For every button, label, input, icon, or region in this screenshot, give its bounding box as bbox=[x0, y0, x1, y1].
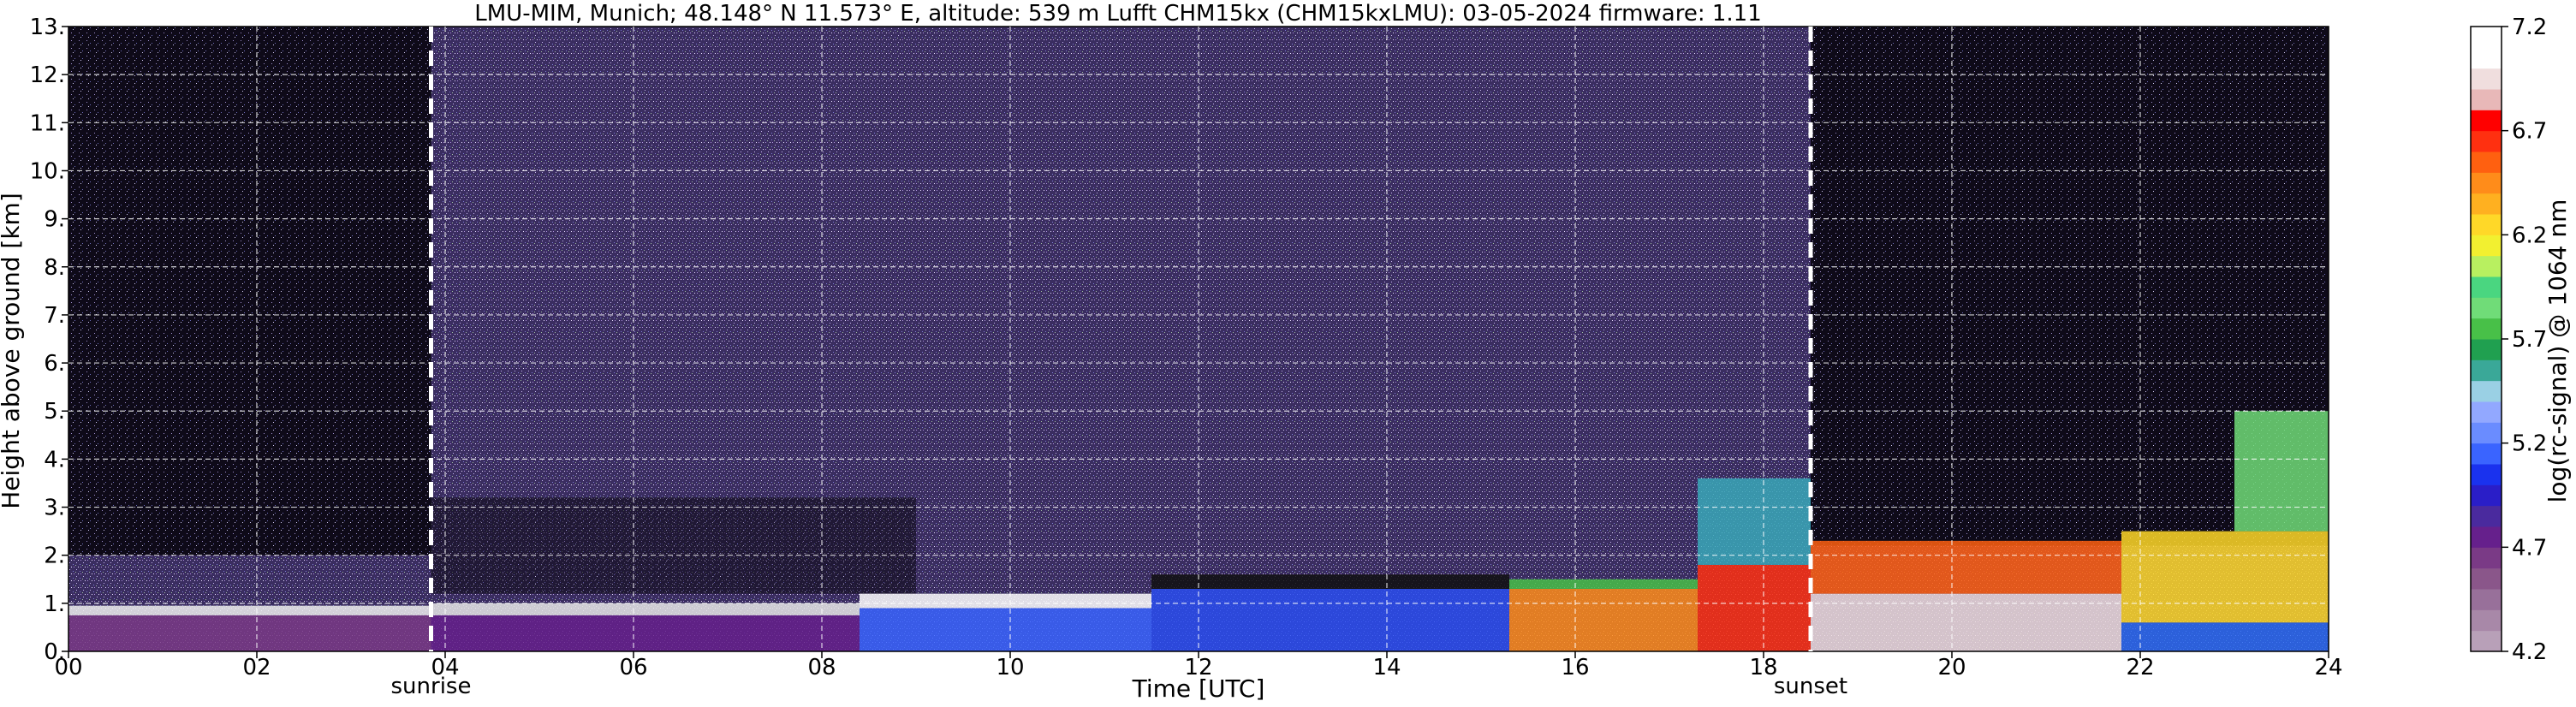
colorbar-segment bbox=[2471, 172, 2502, 194]
colorbar-segment bbox=[2471, 276, 2502, 298]
y-tick-label: 8. bbox=[44, 255, 65, 281]
x-tick-label: 18 bbox=[1749, 655, 1777, 680]
y-tick-label: 13. bbox=[30, 15, 65, 40]
signal-band bbox=[2121, 622, 2329, 651]
colorbar-segment bbox=[2471, 110, 2502, 132]
sunrise-label: sunrise bbox=[391, 674, 472, 699]
signal-band bbox=[1509, 579, 1698, 589]
colorbar-segment bbox=[2471, 401, 2502, 423]
signal-band bbox=[1151, 589, 1509, 651]
colorbar-segment bbox=[2471, 214, 2502, 235]
colorbar-segment bbox=[2471, 359, 2502, 382]
y-tick-label: 1. bbox=[44, 591, 65, 617]
signal-band bbox=[2234, 411, 2329, 532]
x-tick-label: 24 bbox=[2314, 655, 2342, 680]
night-region bbox=[68, 27, 431, 556]
colorbar-segment bbox=[2471, 27, 2502, 48]
y-tick-label: 10. bbox=[30, 158, 65, 184]
y-tick-label: 11. bbox=[30, 110, 65, 136]
colorbar-segment bbox=[2471, 130, 2502, 152]
x-tick-label: 16 bbox=[1561, 655, 1589, 680]
y-tick-label: 6. bbox=[44, 351, 65, 377]
night-region bbox=[431, 497, 916, 594]
y-tick-label: 2. bbox=[44, 544, 65, 569]
chart-title: LMU-MIM, Munich; 48.148° N 11.573° E, al… bbox=[474, 1, 1761, 27]
colorbar-tick-label: 4.7 bbox=[2512, 535, 2547, 561]
y-axis-label: Height above ground [km] bbox=[0, 193, 25, 509]
colorbar-tick-label: 5.7 bbox=[2512, 327, 2547, 353]
signal-band bbox=[860, 608, 1151, 651]
colorbar-segment bbox=[2471, 464, 2502, 485]
x-tick-label: 12 bbox=[1184, 655, 1212, 680]
colorbar-segment bbox=[2471, 443, 2502, 465]
x-tick-label: 00 bbox=[54, 655, 82, 680]
colorbar-segment bbox=[2471, 567, 2502, 590]
colorbar-segment bbox=[2471, 526, 2502, 548]
y-tick-label: 5. bbox=[44, 399, 65, 425]
colorbar-tick-label: 6.7 bbox=[2512, 119, 2547, 145]
x-tick-label: 02 bbox=[242, 655, 271, 680]
y-tick-label: 12. bbox=[30, 62, 65, 88]
colorbar-segment bbox=[2471, 318, 2502, 340]
sun-markers: sunrise sunset bbox=[391, 27, 1847, 699]
colorbar-segment bbox=[2471, 589, 2502, 610]
x-tick-label: 22 bbox=[2126, 655, 2154, 680]
x-axis-label: Time [UTC] bbox=[1132, 674, 1265, 703]
colorbar-segment bbox=[2471, 255, 2502, 277]
colorbar-segment bbox=[2471, 152, 2502, 173]
signal-band bbox=[1811, 593, 2121, 651]
x-axis-ticks: 00 02 04 06 08 10 12 14 16 18 20 22 24 bbox=[54, 651, 2343, 680]
x-tick-label: 08 bbox=[807, 655, 836, 680]
colorbar-tick-label: 7.2 bbox=[2512, 15, 2547, 40]
signal-band bbox=[1811, 540, 2121, 594]
signal-band bbox=[68, 615, 431, 651]
sunset-label: sunset bbox=[1774, 674, 1847, 699]
colorbar-segment bbox=[2471, 505, 2502, 527]
colorbar: 4.2 4.7 5.2 5.7 6.2 6.7 7.2 bbox=[2470, 15, 2547, 665]
y-tick-label: 4. bbox=[44, 447, 65, 472]
colorbar-segment bbox=[2471, 339, 2502, 360]
signal-band bbox=[431, 615, 860, 651]
signal-band bbox=[1698, 478, 1811, 565]
x-tick-label: 06 bbox=[619, 655, 647, 680]
colorbar-segment bbox=[2471, 609, 2502, 632]
colorbar-segment bbox=[2471, 630, 2502, 652]
signal-band bbox=[2121, 531, 2329, 623]
x-tick-label: 14 bbox=[1372, 655, 1401, 680]
signal-band bbox=[431, 603, 860, 615]
signal-band bbox=[1509, 589, 1698, 651]
colorbar-label: log(rc-signal) @ 1064 nm bbox=[2543, 199, 2572, 503]
colorbar-segment bbox=[2471, 68, 2502, 90]
signal-band bbox=[860, 593, 1151, 609]
x-tick-label: 10 bbox=[996, 655, 1024, 680]
signal-band bbox=[1698, 564, 1811, 651]
colorbar-tick-label: 6.2 bbox=[2512, 223, 2547, 248]
colorbar-segment bbox=[2471, 193, 2502, 215]
colorbar-segment bbox=[2471, 422, 2502, 444]
colorbar-segment bbox=[2471, 484, 2502, 507]
signal-band bbox=[68, 605, 431, 615]
x-tick-label: 20 bbox=[1937, 655, 1966, 680]
y-tick-label: 9. bbox=[44, 207, 65, 233]
colorbar-segment bbox=[2471, 380, 2502, 402]
y-axis-ticks: 0. 1. 2. 3. 4. 5. 6. 7. 8. 9. 10. 11. 12. 13. bbox=[30, 15, 68, 665]
signal-band bbox=[1151, 574, 1509, 589]
colorbar-segment bbox=[2471, 547, 2502, 569]
colorbar-tick-label: 5.2 bbox=[2512, 431, 2547, 457]
colorbar-segment bbox=[2471, 235, 2502, 257]
y-tick-label: 0. bbox=[44, 639, 65, 665]
colorbar-segment bbox=[2471, 47, 2502, 69]
colorbar-tick-label: 4.2 bbox=[2512, 639, 2547, 665]
x-tick-label: 04 bbox=[431, 655, 459, 680]
y-tick-label: 7. bbox=[44, 303, 65, 329]
colorbar-segment bbox=[2471, 89, 2502, 110]
colorbar-segment bbox=[2471, 297, 2502, 319]
grid-lines bbox=[68, 27, 2329, 651]
y-tick-label: 3. bbox=[44, 496, 65, 521]
